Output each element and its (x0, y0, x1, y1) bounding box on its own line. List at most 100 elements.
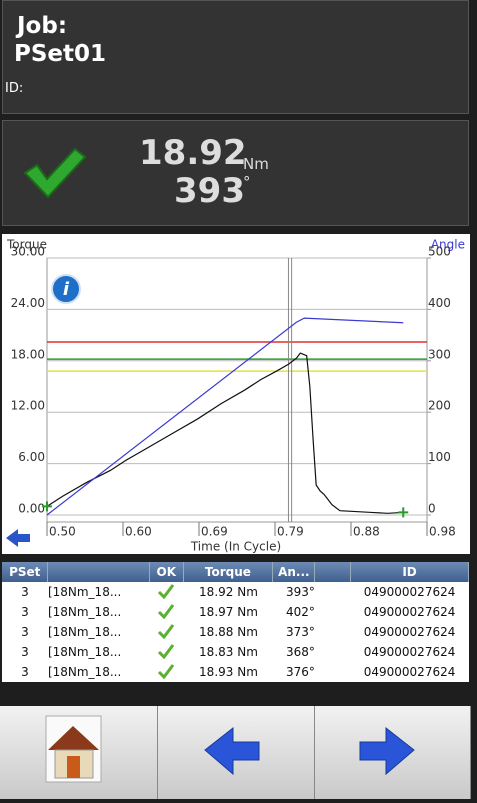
angle-cell: 373° (286, 625, 315, 639)
ok-cell (150, 622, 184, 642)
ok-cell (150, 602, 184, 622)
spacer-cell (315, 602, 351, 622)
torque-cell: 18.83 Nm (199, 645, 258, 659)
program-cell: [18Nm_18... (47, 585, 122, 599)
y-tick-label: 6.00 (18, 450, 45, 464)
ok-icon (23, 147, 87, 199)
home-button[interactable] (0, 706, 158, 799)
y-tick-label: 12.00 (11, 399, 45, 413)
next-button[interactable] (314, 706, 471, 799)
x-tick-label: 0.69 (201, 525, 228, 539)
prev-icon (204, 726, 260, 776)
angle-cell: 402° (286, 605, 315, 619)
column-header: ID (350, 562, 469, 582)
program-cell: [18Nm_18... (47, 605, 122, 619)
x-tick-label: 0.88 (353, 525, 380, 539)
toolbar (0, 706, 471, 799)
y-axis-title: Torque (6, 238, 47, 252)
pset-cell: 3 (21, 585, 29, 599)
y-tick-label: 30.00 (11, 245, 45, 259)
angle-cell: 368° (286, 645, 315, 659)
y2-tick-label: 200 (428, 399, 451, 413)
y-tick-label: 0.00 (18, 502, 45, 516)
ok-cell (150, 582, 184, 602)
table-row: 3 [18Nm_18... 18.97 Nm 402° 049000027624 (2, 602, 469, 622)
x-axis-title: Time (In Cycle) (190, 540, 281, 554)
spacer-cell (315, 642, 351, 662)
table-row: 3 [18Nm_18... 18.92 Nm 393° 049000027624 (2, 582, 469, 602)
y2-tick-label: 100 (428, 450, 451, 464)
program-cell: [18Nm_18... (47, 625, 122, 639)
column-header: PSet (2, 562, 49, 582)
series-line (46, 352, 404, 514)
x-tick-label: 0.98 (429, 525, 456, 539)
angle-cell: 376° (286, 665, 315, 679)
y2-tick-label: 500 (428, 245, 451, 259)
spacer-cell (315, 582, 351, 602)
column-header: An... (272, 562, 316, 582)
table-row: 3 [18Nm_18... 18.93 Nm 376° 049000027624 (2, 662, 469, 682)
back-arrow[interactable] (6, 529, 30, 547)
y2-tick-label: 400 (428, 296, 451, 310)
job-label: Job: (17, 13, 68, 39)
results-table: PSet OK Torque An... ID 3 [18Nm_18... 18.92 Nm… (2, 562, 469, 682)
pset-cell: 3 (21, 665, 29, 679)
column-header: Torque (183, 562, 274, 582)
torque-cell: 18.88 Nm (199, 625, 258, 639)
info-glyph[interactable]: i (63, 279, 70, 300)
column-header (47, 562, 151, 582)
x-tick-label: 0.50 (49, 525, 76, 539)
info-icon[interactable] (51, 274, 81, 304)
start-marker (42, 501, 52, 512)
torque-cell: 18.93 Nm (199, 665, 258, 679)
angle-unit: ° (243, 173, 251, 191)
id-label: ID: (5, 81, 24, 96)
table-row: 3 [18Nm_18... 18.88 Nm 373° 049000027624 (2, 622, 469, 642)
home-icon (45, 715, 102, 783)
next-icon (359, 726, 415, 776)
column-header: OK (149, 562, 184, 582)
job-panel: Job: PSet01 ID: (2, 0, 469, 114)
x-tick-label: 0.60 (125, 525, 152, 539)
ok-cell (150, 662, 184, 682)
y2-tick-label: 300 (428, 347, 451, 361)
torque-unit: Nm (243, 155, 269, 173)
x-tick-label: 0.79 (277, 525, 304, 539)
ok-check (158, 603, 175, 619)
y2-axis-title: Angle (431, 238, 465, 252)
program-cell: [18Nm_18... (47, 645, 122, 659)
angle-value: 393 (174, 171, 245, 211)
chart: Torque Angle Time (In Cycle) i 0.00 6.00 1… (2, 234, 470, 554)
spacer-cell (315, 662, 351, 682)
job-name: PSet01 (14, 41, 107, 67)
ok-check (158, 623, 175, 639)
pset-cell: 3 (21, 645, 29, 659)
prev-button[interactable] (157, 706, 315, 799)
pset-cell: 3 (21, 605, 29, 619)
torque-value: 18.92 (139, 133, 247, 173)
program-cell: [18Nm_18... (47, 665, 122, 679)
end-marker (398, 507, 409, 518)
id-cell: 049000027624 (363, 605, 456, 619)
result-panel: 18.92 Nm 393 ° (2, 120, 469, 226)
table-row: 3 [18Nm_18... 18.83 Nm 368° 049000027624 (2, 642, 469, 662)
torque-cell: 18.92 Nm (199, 585, 258, 599)
id-cell: 049000027624 (363, 625, 456, 639)
ok-check (158, 663, 175, 679)
id-cell: 049000027624 (363, 585, 456, 599)
y-tick-label: 24.00 (11, 296, 45, 310)
spacer-cell (315, 622, 351, 642)
angle-cell: 393° (286, 585, 315, 599)
y-tick-label: 18.00 (11, 347, 45, 361)
series-line (46, 317, 404, 516)
ok-check (158, 583, 175, 599)
id-cell: 049000027624 (363, 645, 456, 659)
y2-tick-label: 0 (428, 502, 436, 516)
pset-cell: 3 (21, 625, 29, 639)
torque-cell: 18.97 Nm (199, 605, 258, 619)
ok-check (158, 643, 175, 659)
ok-cell (150, 642, 184, 662)
column-header (314, 562, 352, 582)
id-cell: 049000027624 (363, 665, 456, 679)
